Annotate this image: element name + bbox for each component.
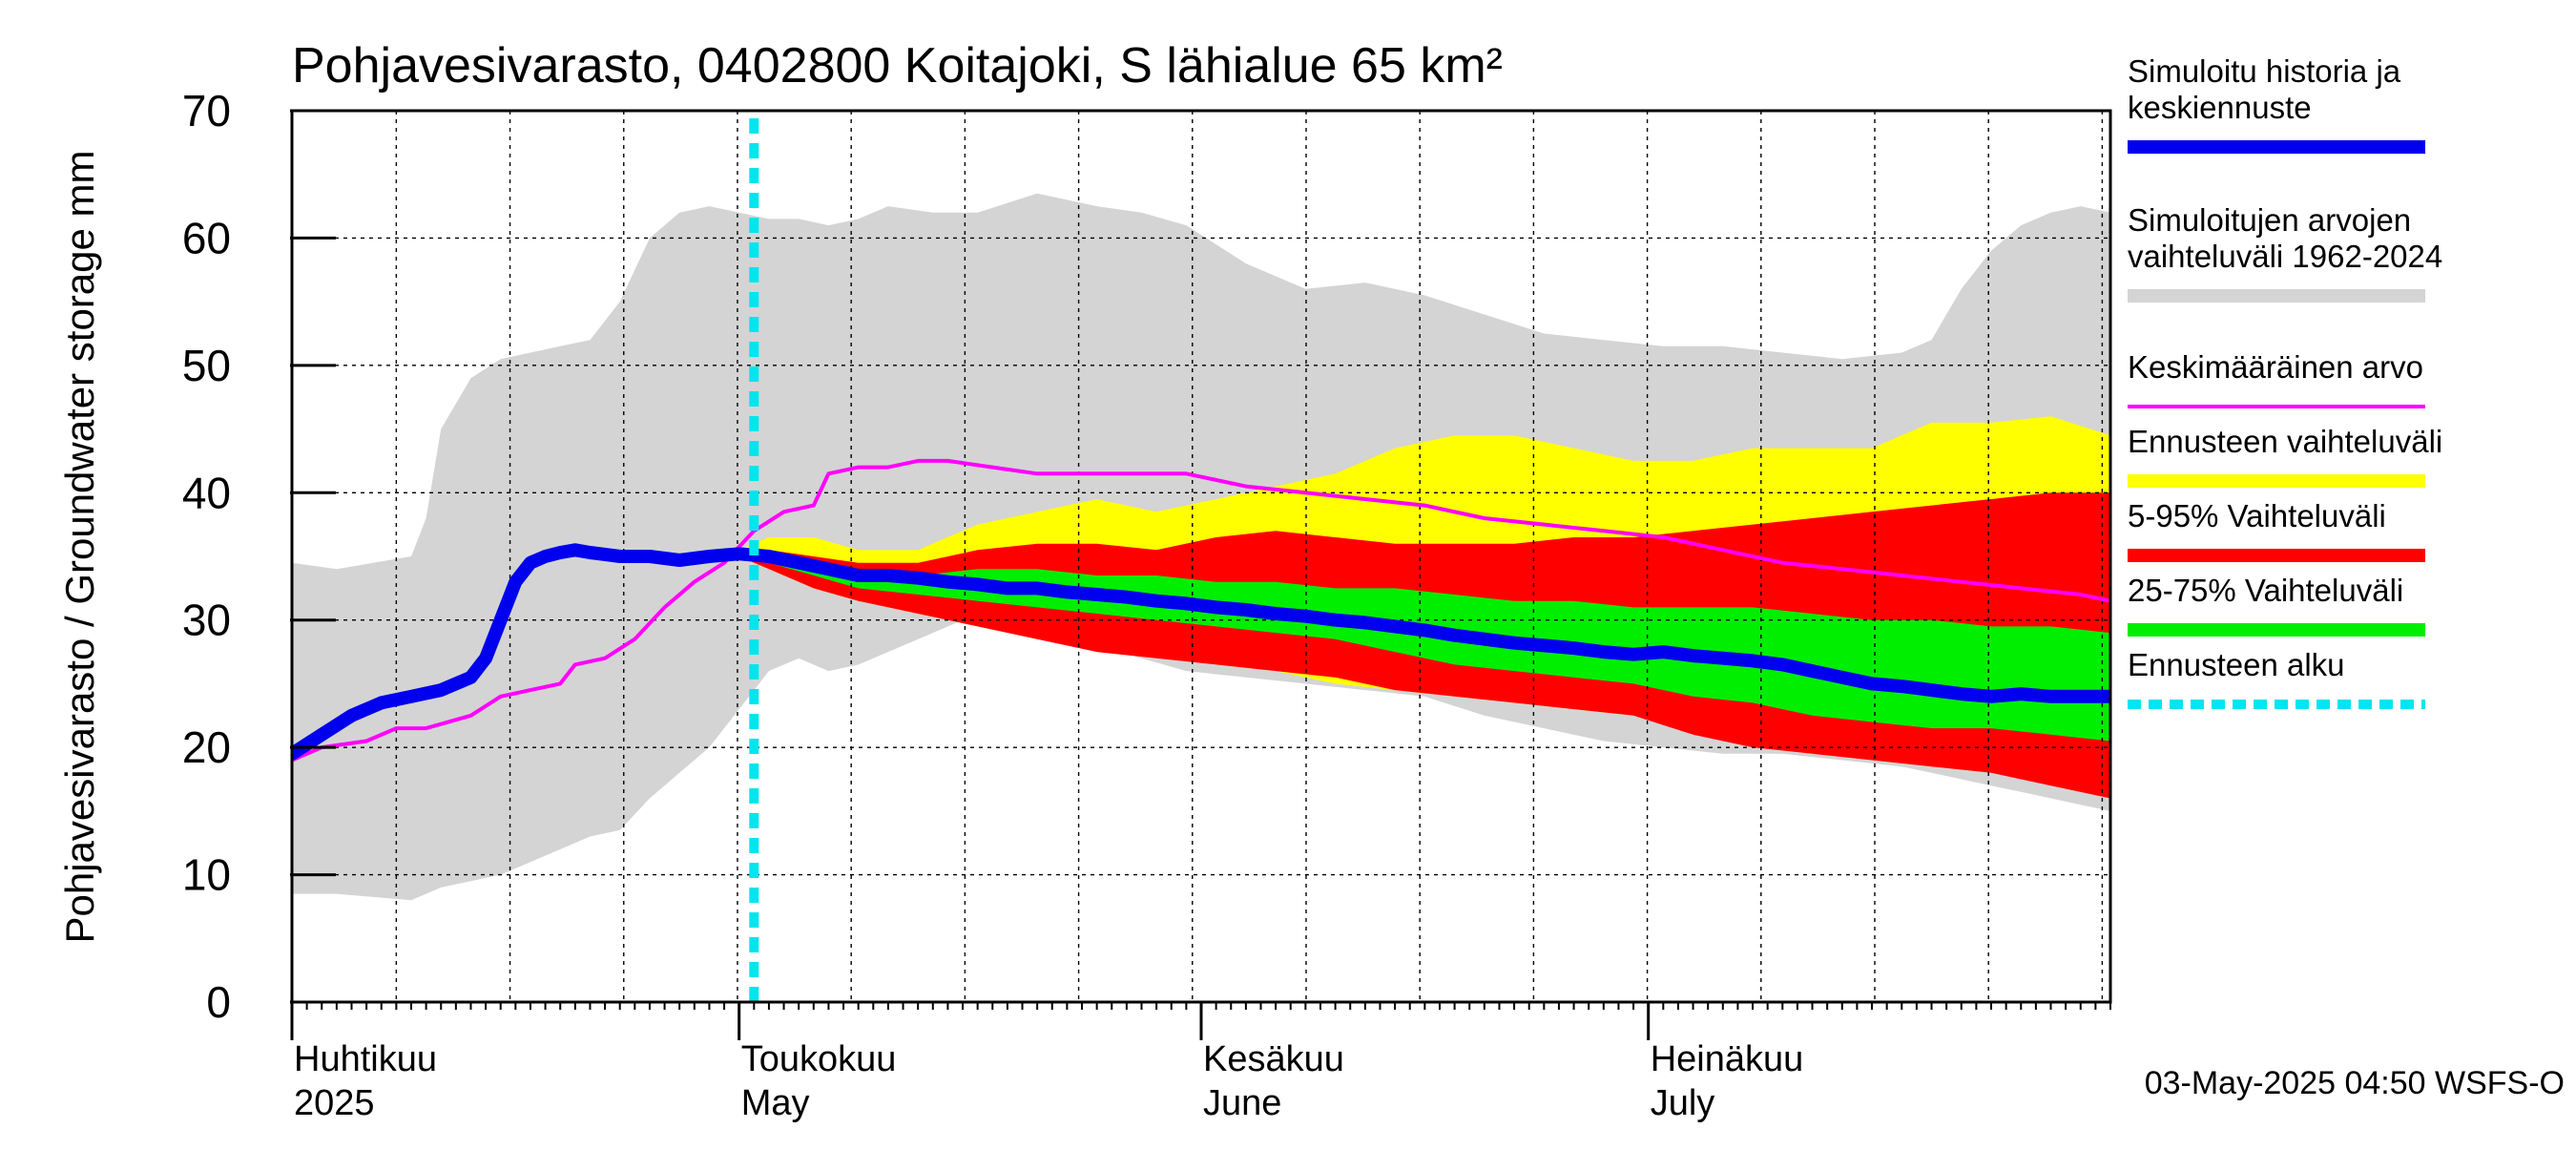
y-tick-label: 60 (182, 213, 231, 262)
month-label-fi: Toukokuu (741, 1039, 897, 1079)
legend-item-ennusteen-alku: Ennusteen alku (2128, 647, 2425, 709)
line-simuloitu-historia-ja-keskiennuste (292, 543, 2110, 761)
month-label-en: 2025 (294, 1083, 375, 1123)
legend: Simuloitu historia jakeskiennusteSimuloi… (2128, 53, 2442, 709)
line-keskim-r-inen-arvo (292, 458, 2110, 763)
y-tick-label: 40 (182, 468, 231, 517)
legend-label: Ennusteen alku (2128, 647, 2345, 682)
legend-label: vaihteluväli 1962-2024 (2128, 239, 2442, 274)
legend-label: Ennusteen vaihteluväli (2128, 424, 2442, 459)
month-label-fi: Heinäkuu (1651, 1039, 1804, 1079)
month-label-fi: Kesäkuu (1203, 1039, 1344, 1079)
legend-label: Simuloitujen arvojen (2128, 202, 2411, 238)
month-label-en: June (1203, 1083, 1281, 1123)
legend-label: 25-75% Vaihteluväli (2128, 573, 2403, 608)
month-label-en: May (741, 1083, 810, 1123)
legend-label: 5-95% Vaihteluväli (2128, 498, 2386, 533)
line-layer (292, 118, 2110, 1002)
y-tick-label: 20 (182, 722, 231, 772)
grid-layer (292, 111, 2110, 1002)
y-tick-label: 70 (182, 86, 231, 136)
y-tick-label: 50 (182, 341, 231, 390)
chart-title: Pohjavesivarasto, 0402800 Koitajoki, S l… (292, 38, 1503, 94)
legend-label: keskiennuste (2128, 90, 2312, 125)
y-tick-label: 0 (206, 977, 231, 1027)
y-axis-label: Pohjavesivarasto / Groundwater storage m… (57, 150, 102, 943)
footer-timestamp: 03-May-2025 04:50 WSFS-O (2145, 1065, 2565, 1101)
month-label-en: July (1651, 1083, 1715, 1123)
axes-layer: 0 10 20 30 40 50 60 70 (182, 86, 2112, 1027)
legend-item-ennusteen-vaihteluv-li: Ennusteen vaihteluväli (2128, 424, 2442, 488)
legend-item-keskim-r-inen-arvo: Keskimääräinen arvo (2128, 349, 2425, 408)
legend-item-5-95-vaihteluv-li: 5-95% Vaihteluväli (2128, 498, 2425, 562)
y-tick-label: 10 (182, 850, 231, 900)
legend-label: Simuloitu historia ja (2128, 53, 2401, 89)
y-tick-label: 30 (182, 596, 231, 645)
legend-item-25-75-vaihteluv-li: 25-75% Vaihteluväli (2128, 573, 2425, 637)
legend-label: Keskimääräinen arvo (2128, 349, 2423, 385)
month-label-fi: Huhtikuu (294, 1039, 437, 1079)
